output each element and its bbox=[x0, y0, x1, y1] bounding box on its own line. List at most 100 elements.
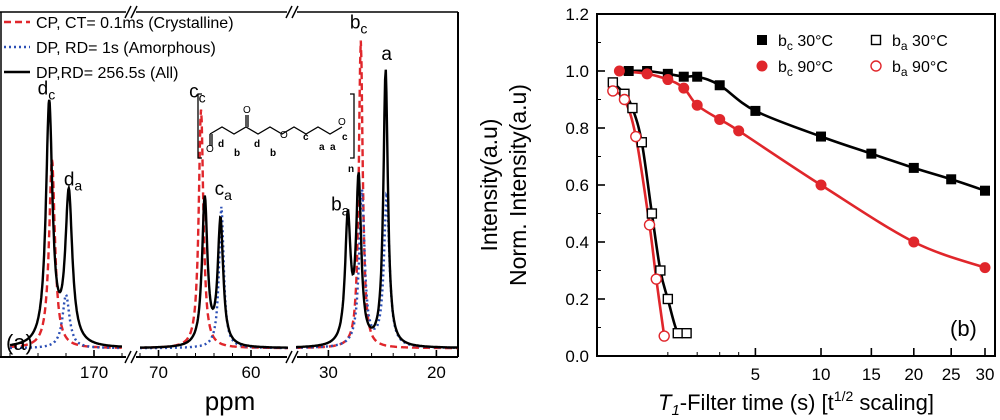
x-title-tail: scaling] bbox=[853, 390, 934, 415]
x-tick-label-b-3: 20 bbox=[904, 365, 923, 384]
structure-label-3: b bbox=[270, 148, 276, 159]
data-point-s1-6 bbox=[662, 293, 674, 305]
x-tick-label-b-5: 30 bbox=[976, 365, 995, 384]
break-mark-bottom bbox=[130, 350, 138, 364]
data-point-s1-4 bbox=[646, 208, 658, 219]
data-point-s3-2 bbox=[630, 130, 642, 143]
legend-b-label-3: ba 90°C bbox=[892, 59, 948, 79]
break-mask-top-1 bbox=[287, 6, 297, 18]
legend-a-label-2: DP,RD= 256.5s (All) bbox=[36, 65, 178, 82]
x-tick-label-b-4: 25 bbox=[942, 365, 961, 384]
x-tick-label-b-2: 15 bbox=[862, 365, 881, 384]
y-tick-label-b-1: 0.2 bbox=[565, 290, 589, 309]
x-title-rest: -Filter time (s) [t bbox=[680, 390, 834, 415]
x-tick-label-b-1: 10 bbox=[812, 365, 831, 384]
structure-label-1: d bbox=[254, 139, 260, 150]
data-point-s3-0 bbox=[607, 85, 619, 97]
data-point-s3-3 bbox=[643, 219, 656, 231]
data-point-s3-1 bbox=[618, 93, 631, 106]
peak-label-1: da bbox=[64, 170, 83, 194]
data-point-s0-3 bbox=[678, 71, 689, 82]
x-ticks-a: 170 70 60 30 20 bbox=[9, 350, 459, 382]
x-tick-label-a-2: 60 bbox=[242, 363, 261, 382]
legend-b: bc 30°C ba 30°C bc 90°C ba 90°C bbox=[756, 33, 948, 79]
axis-ticks-b: 0.0 0.2 0.4 0.6 0.8 1.0 1.2 5 10 15 20 25 30 bbox=[565, 5, 994, 384]
data-point-s3-4 bbox=[650, 273, 662, 285]
data-point-s0-6 bbox=[750, 105, 761, 116]
peak-label-3: ca bbox=[215, 179, 233, 203]
x-tick-label-a-0: 170 bbox=[80, 363, 108, 382]
legend-a: CP, CT= 0.1ms (Crystalline) DP, RD= 1s (A… bbox=[4, 15, 234, 82]
peak-label-6: a bbox=[381, 44, 392, 65]
fit-curve-2 bbox=[619, 69, 986, 269]
structure-label-7: c bbox=[342, 132, 348, 143]
data-point-s0-2 bbox=[662, 68, 673, 79]
x-axis-title-b: T1-Filter time (s) [t1/2 scaling] bbox=[658, 388, 934, 419]
legend-b-label-0: bc 30°C bbox=[778, 33, 833, 53]
break-mask-bottom-1 bbox=[287, 350, 297, 362]
peak-label-4: ba bbox=[331, 195, 350, 219]
data-point-s2-6 bbox=[733, 125, 745, 137]
data-point-s2-8 bbox=[908, 236, 920, 248]
data-point-s0-10 bbox=[946, 174, 957, 185]
x-title-sub: 1 bbox=[671, 402, 679, 419]
data-point-s2-1 bbox=[641, 68, 653, 80]
break-mask-bottom-0 bbox=[126, 350, 136, 362]
break-mask-top-0 bbox=[126, 6, 136, 18]
peak-label-2: cc bbox=[189, 82, 206, 106]
legend-b-label-2: bc 90°C bbox=[778, 59, 833, 79]
legend-b-marker-0 bbox=[757, 35, 767, 45]
y-tick-label-b-6: 1.2 bbox=[565, 5, 589, 24]
data-point-s1-2 bbox=[627, 102, 638, 114]
chemical-structure-inset: O O O O d db bca acn bbox=[197, 93, 355, 175]
data-points bbox=[607, 65, 991, 342]
data-point-s2-2 bbox=[662, 74, 674, 86]
x-tick-label-a-4: 20 bbox=[427, 363, 446, 382]
legend-a-label-0: CP, CT= 0.1ms (Crystalline) bbox=[36, 15, 234, 32]
structure-label-2: b bbox=[234, 148, 240, 159]
legend-b-label-1: ba 30°C bbox=[892, 33, 948, 53]
data-point-s2-4 bbox=[691, 99, 703, 111]
structure-o4: O bbox=[338, 117, 346, 128]
data-point-s1-3 bbox=[636, 137, 648, 148]
break-mark-bottom bbox=[285, 350, 293, 364]
data-point-s0-4 bbox=[692, 71, 703, 82]
panel-b: 0.0 0.2 0.4 0.6 0.8 1.0 1.2 5 10 15 20 25 30 bc 30°C… bbox=[505, 5, 996, 419]
spectrum-line-1 bbox=[10, 189, 458, 350]
data-point-s2-7 bbox=[815, 179, 827, 191]
structure-label-4: c bbox=[303, 132, 309, 143]
data-point-s0-7 bbox=[816, 131, 827, 142]
structure-label-8: n bbox=[348, 164, 354, 175]
x-tick-label-a-3: 30 bbox=[319, 363, 338, 382]
y-tick-label-b-4: 0.8 bbox=[565, 119, 589, 138]
data-point-s2-3 bbox=[678, 82, 690, 94]
y-axis-title-a: Intensity(a.u) bbox=[476, 119, 502, 252]
x-tick-label-b-0: 5 bbox=[751, 365, 760, 384]
axis-breaks-a bbox=[124, 5, 299, 364]
data-point-s0-5 bbox=[714, 80, 725, 91]
structure-label-0: d bbox=[218, 139, 224, 150]
structure-o3: O bbox=[280, 130, 288, 141]
structure-brackets bbox=[197, 93, 355, 159]
y-tick-label-b-5: 1.0 bbox=[565, 62, 589, 81]
structure-o1: O bbox=[206, 144, 214, 155]
x-axis-title-a: ppm bbox=[205, 386, 256, 416]
peak-label-5: bc bbox=[350, 13, 368, 37]
y-axis-title-b: Norm. Intensity(a.u) bbox=[505, 84, 531, 286]
data-point-s2-0 bbox=[613, 65, 625, 77]
panel-label-b: (b) bbox=[950, 316, 977, 341]
data-point-s1-5 bbox=[655, 265, 666, 276]
peak-label-0: dc bbox=[38, 79, 56, 103]
x-title-sup: 1/2 bbox=[834, 388, 854, 404]
break-mark-top bbox=[291, 5, 299, 19]
data-point-s1-7 bbox=[672, 328, 683, 339]
legend-a-label-1: DP, RD= 1s (Amorphous) bbox=[36, 40, 216, 57]
break-mark-bottom bbox=[291, 350, 299, 364]
data-point-s2-9 bbox=[979, 262, 991, 274]
legend-b-marker-1 bbox=[870, 34, 882, 46]
spectra-lines bbox=[9, 40, 458, 350]
data-point-s3-5 bbox=[658, 330, 670, 342]
